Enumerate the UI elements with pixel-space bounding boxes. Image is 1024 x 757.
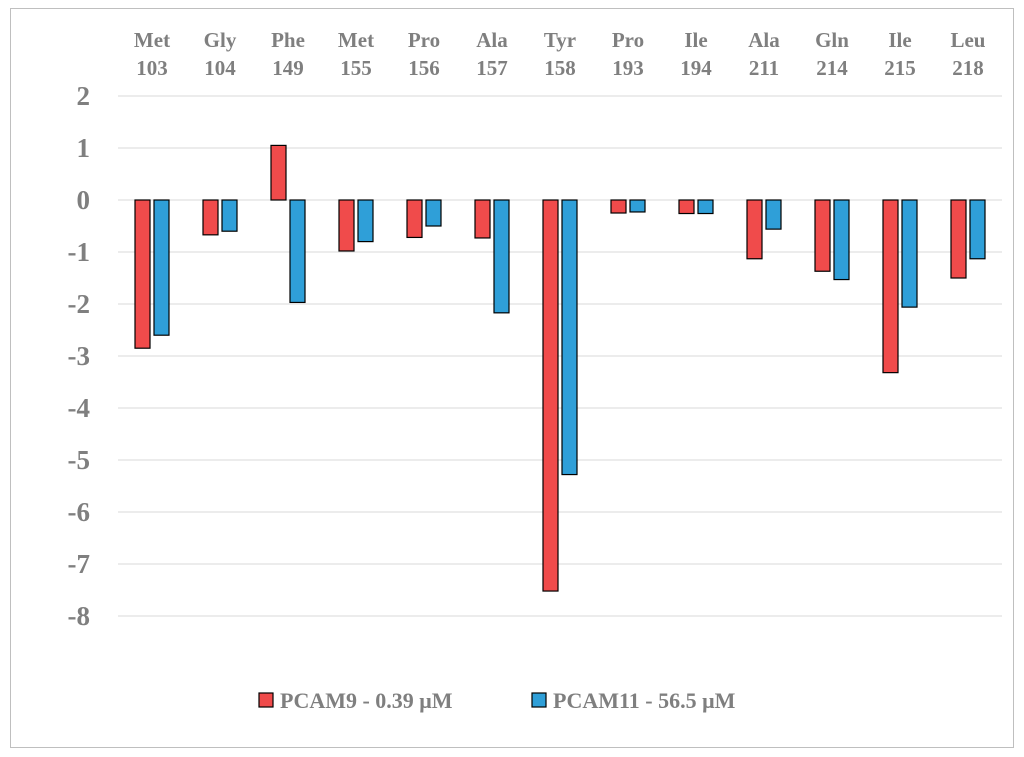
bar-pcam11 xyxy=(833,199,850,281)
category-label-number: 149 xyxy=(272,56,304,80)
category-label-number: 215 xyxy=(884,56,916,80)
y-tick-label: -2 xyxy=(68,289,91,319)
y-tick-label: 0 xyxy=(77,185,91,215)
bar-pcam9 xyxy=(950,199,967,279)
category-label-residue: Phe xyxy=(271,28,305,52)
category-label-residue: Ile xyxy=(684,28,707,52)
bar-pcam11 xyxy=(969,199,986,260)
bar-pcam9 xyxy=(474,199,491,239)
category-label-number: 155 xyxy=(340,56,372,80)
category-label-residue: Gly xyxy=(204,28,237,52)
bar-pcam9 xyxy=(610,199,627,214)
category-label-number: 104 xyxy=(204,56,236,80)
bar-pcam11 xyxy=(901,199,918,308)
y-tick-label: -4 xyxy=(68,393,91,423)
bar-pcam11 xyxy=(425,199,442,227)
category-label-residue: Tyr xyxy=(544,28,576,52)
legend-label-pcam9: PCAM9 - 0.39 μM xyxy=(280,688,453,713)
bar-pcam9 xyxy=(134,199,151,349)
category-label-residue: Ile xyxy=(888,28,911,52)
bar-pcam11 xyxy=(629,199,646,213)
bar-pcam9 xyxy=(746,199,763,260)
bar-pcam9 xyxy=(270,144,287,201)
category-label-number: 194 xyxy=(680,56,712,80)
category-label-number: 211 xyxy=(749,56,779,80)
bar-pcam11 xyxy=(153,199,170,336)
category-label-number: 156 xyxy=(408,56,440,80)
bar-pcam11 xyxy=(765,199,782,230)
y-tick-label: -7 xyxy=(68,549,91,579)
category-label-number: 214 xyxy=(816,56,848,80)
category-label-residue: Pro xyxy=(612,28,644,52)
bar-pcam9 xyxy=(202,199,219,236)
category-label-residue: Ala xyxy=(748,28,780,52)
y-tick-label: -6 xyxy=(68,497,91,527)
category-label-residue: Met xyxy=(134,28,170,52)
bar-pcam11 xyxy=(357,199,374,243)
bar-pcam9 xyxy=(406,199,423,239)
bar-pcam11 xyxy=(493,199,510,314)
bar-pcam9 xyxy=(542,199,559,592)
category-label-number: 158 xyxy=(544,56,576,80)
category-label-residue: Met xyxy=(338,28,374,52)
bar-pcam9 xyxy=(882,199,899,374)
y-tick-label: 1 xyxy=(77,133,91,163)
bar-pcam9 xyxy=(678,199,695,215)
category-label-residue: Leu xyxy=(950,28,985,52)
category-label-residue: Pro xyxy=(408,28,440,52)
category-label-number: 103 xyxy=(136,56,168,80)
category-label-residue: Ala xyxy=(476,28,508,52)
chart-frame xyxy=(10,8,1014,748)
y-tick-label: -5 xyxy=(68,445,91,475)
category-label-number: 193 xyxy=(612,56,644,80)
bar-pcam9 xyxy=(338,199,355,252)
legend-swatch-pcam11 xyxy=(531,692,547,708)
y-tick-label: -3 xyxy=(68,341,91,371)
bar-pcam9 xyxy=(814,199,831,272)
category-label-number: 157 xyxy=(476,56,508,80)
category-label-residue: Gln xyxy=(815,28,849,52)
bar-pcam11 xyxy=(561,199,578,476)
y-tick-label: -1 xyxy=(68,237,91,267)
bar-pcam11 xyxy=(697,199,714,215)
y-tick-label: -8 xyxy=(68,601,91,631)
bar-pcam11 xyxy=(289,199,306,304)
y-tick-label: 2 xyxy=(77,81,91,111)
bar-pcam11 xyxy=(221,199,238,232)
category-label-number: 218 xyxy=(952,56,984,80)
legend-swatch-pcam9 xyxy=(258,692,274,708)
legend-label-pcam11: PCAM11 - 56.5 μM xyxy=(553,688,736,713)
